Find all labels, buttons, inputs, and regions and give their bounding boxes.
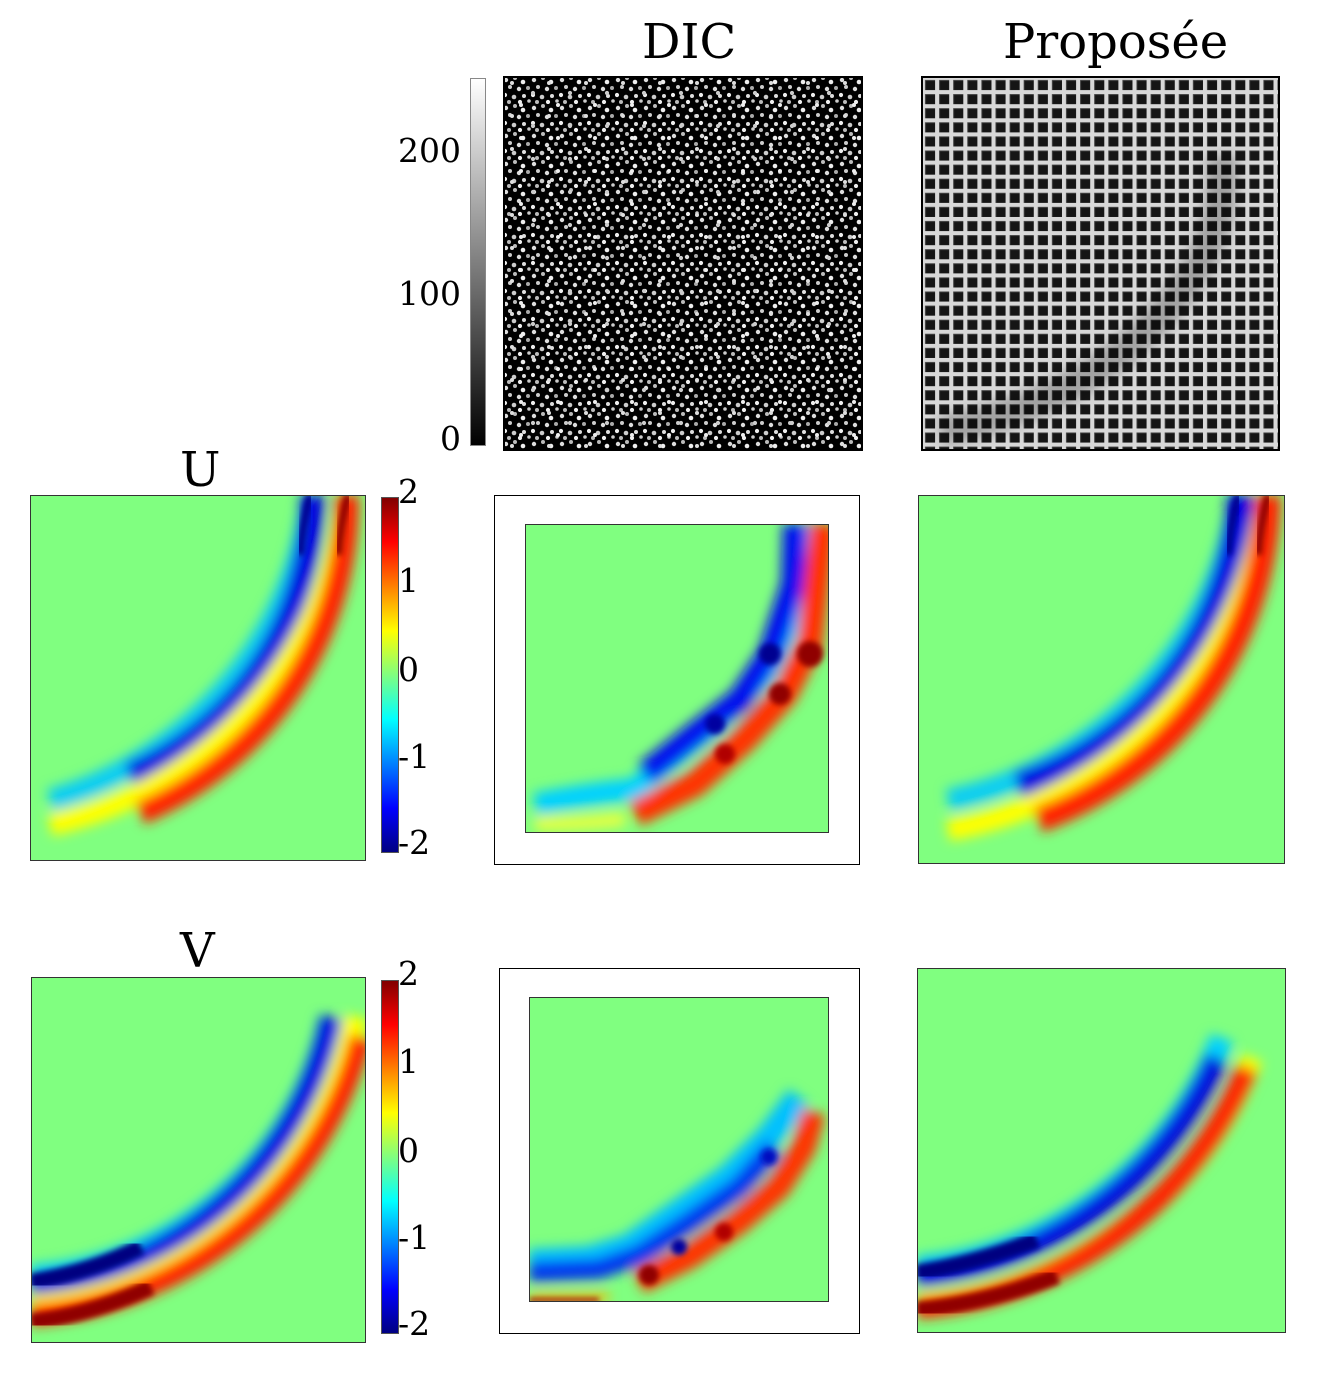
v-proposed-field (917, 968, 1286, 1333)
v-row-title: V (180, 923, 215, 979)
v-cbar-tick-0: 0 (398, 1131, 419, 1170)
proposed-grid-image (921, 76, 1280, 451)
v-dic-field (529, 997, 829, 1302)
gray-tick-200: 200 (398, 131, 461, 170)
u-cbar-tick-neg1: -1 (398, 737, 431, 776)
u-cbar-tick-2: 2 (398, 472, 419, 511)
proposed-column-title: Proposée (1003, 14, 1229, 70)
v-jet-colorbar (381, 980, 399, 1334)
v-reference-field (31, 977, 366, 1343)
gray-tick-100: 100 (398, 274, 461, 313)
dic-column-title: DIC (642, 14, 737, 70)
v-cbar-tick-1: 1 (398, 1042, 419, 1081)
u-cbar-tick-1: 1 (398, 561, 419, 600)
u-jet-colorbar (381, 497, 399, 853)
u-row-title: U (180, 442, 221, 498)
gray-tick-0: 0 (440, 419, 461, 458)
u-reference-field (30, 495, 366, 861)
v-cbar-tick-2: 2 (398, 954, 419, 993)
u-cbar-tick-0: 0 (398, 650, 419, 689)
u-cbar-tick-neg2: -2 (398, 823, 431, 862)
u-dic-field (525, 524, 829, 833)
v-cbar-tick-neg2: -2 (398, 1304, 431, 1343)
dic-speckle-image (503, 76, 863, 451)
gray-colorbar (470, 78, 486, 446)
v-cbar-tick-neg1: -1 (398, 1218, 431, 1257)
u-proposed-field (918, 495, 1285, 864)
